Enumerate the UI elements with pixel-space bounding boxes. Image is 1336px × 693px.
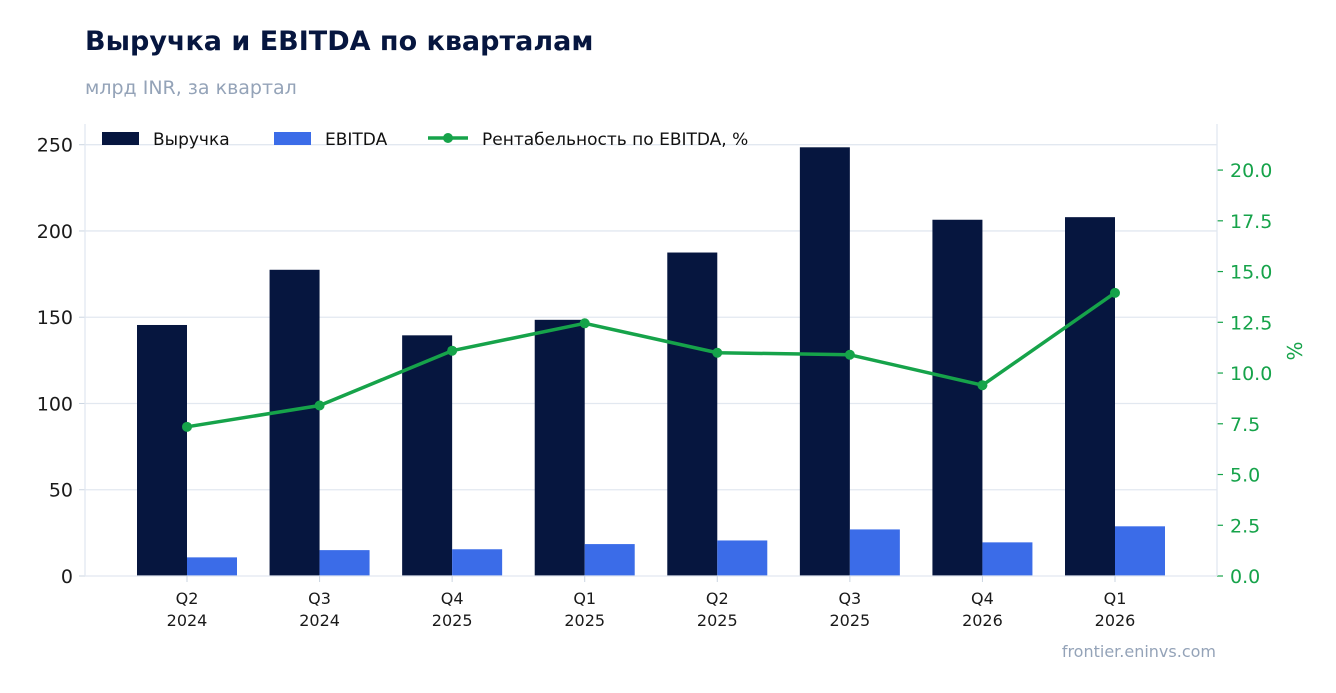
margin-point <box>182 421 192 432</box>
x-tick-label-year: 2025 <box>564 611 605 630</box>
y-right-tick-label: 5.0 <box>1230 465 1260 487</box>
bar-ebitda <box>319 550 370 576</box>
x-tick-label: Q3 <box>308 589 331 608</box>
x-tick-label-year: 2025 <box>432 611 473 630</box>
y-right-tick-label: 12.5 <box>1230 312 1272 334</box>
x-tick-label-year: 2024 <box>167 611 208 630</box>
margin-point <box>447 345 458 356</box>
y-right-tick-label: 0.0 <box>1230 566 1260 588</box>
bar-ebitda <box>187 557 237 576</box>
axes: 0 50 100 150 200 250 0.0 2.5 5.0 7.5 10.0 12.5 15.0 1… <box>37 124 1307 630</box>
y-right-tick-label: 2.5 <box>1230 515 1260 537</box>
chart-title: Выручка и EBITDA по кварталам <box>85 26 594 57</box>
y-right-tick-label: 15.0 <box>1230 262 1272 284</box>
bar-revenue <box>534 319 585 576</box>
series-line-margin <box>185 291 1117 429</box>
y-right-tick-label: 7.5 <box>1230 414 1260 436</box>
y-left-tick-label: 250 <box>37 135 73 157</box>
y-left-tick-label: 150 <box>37 307 73 329</box>
y-left-tick-label: 50 <box>49 480 73 502</box>
margin-point <box>712 347 723 358</box>
margin-point <box>1110 287 1120 298</box>
bar-revenue <box>269 269 320 576</box>
legend-swatch-ebitda <box>274 132 311 145</box>
legend: Выручка EBITDA Рентабельность по EBITDA, % <box>102 130 748 150</box>
x-tick-label: Q1 <box>1104 589 1127 608</box>
bar-ebitda <box>452 549 503 576</box>
y-left-tick-label: 200 <box>37 221 73 243</box>
y-right-axis-title: % <box>1283 341 1307 360</box>
margin-point <box>977 380 988 391</box>
y-right-tick-label: 17.5 <box>1230 211 1272 233</box>
bar-ebitda <box>1115 526 1165 576</box>
x-tick-label-year: 2025 <box>829 611 870 630</box>
y-right-tick-label: 10.0 <box>1230 363 1272 385</box>
bar-revenue <box>932 219 983 576</box>
bar-ebitda <box>849 529 900 576</box>
y-right-tick-label: 20.0 <box>1230 160 1272 182</box>
bar-revenue <box>402 335 453 576</box>
x-tick-label-year: 2024 <box>299 611 340 630</box>
x-tick-label-year: 2026 <box>1095 611 1136 630</box>
x-tick-label: Q1 <box>573 589 596 608</box>
margin-point <box>314 400 325 411</box>
margin-point <box>579 318 590 329</box>
x-tick-label: Q2 <box>706 589 729 608</box>
x-tick-label: Q4 <box>441 589 464 608</box>
legend-label-revenue: Выручка <box>153 130 230 150</box>
legend-swatch-revenue <box>102 132 139 145</box>
bar-revenue <box>1065 217 1115 576</box>
margin-line <box>182 287 1120 432</box>
source-credit: frontier.eninvs.com <box>1061 642 1216 661</box>
chart-subtitle: млрд INR, за квартал <box>85 77 297 99</box>
bar-revenue <box>799 147 850 576</box>
x-tick-label: Q3 <box>838 589 861 608</box>
bar-revenue <box>667 252 718 576</box>
bar-ebitda <box>982 542 1033 576</box>
bar-ebitda <box>717 540 768 576</box>
margin-point <box>844 349 855 360</box>
legend-label-margin: Рентабельность по EBITDA, % <box>482 130 748 150</box>
y-left-tick-label: 0 <box>61 566 73 588</box>
legend-marker-margin <box>443 133 453 143</box>
x-tick-label-year: 2026 <box>962 611 1003 630</box>
bar-revenue <box>137 324 187 576</box>
bar-ebitda <box>584 544 635 576</box>
legend-label-ebitda: EBITDA <box>325 130 388 150</box>
x-tick-label-year: 2025 <box>697 611 738 630</box>
x-tick-label: Q4 <box>971 589 994 608</box>
y-left-tick-label: 100 <box>37 393 73 415</box>
x-tick-label: Q2 <box>176 589 199 608</box>
bars <box>137 147 1165 576</box>
grid <box>85 144 1217 491</box>
